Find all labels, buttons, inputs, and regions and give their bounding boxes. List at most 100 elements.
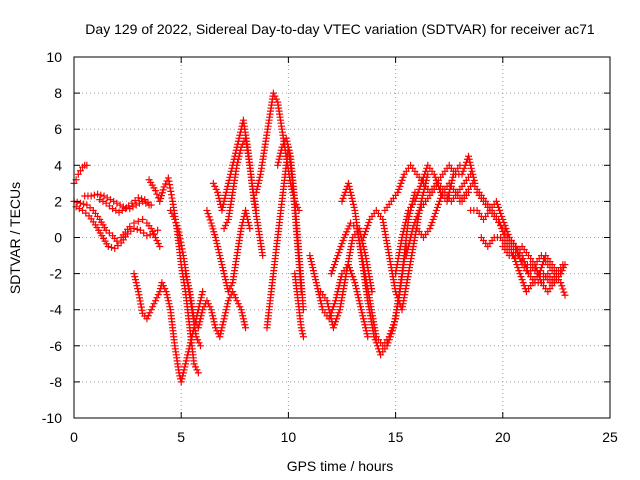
data-point-interp [275, 155, 283, 163]
data-point-interp [214, 246, 222, 254]
data-point-interp [272, 95, 280, 103]
data-point-interp [404, 246, 412, 254]
data-point [164, 174, 172, 182]
data-point-interp [166, 181, 174, 189]
data-point-interp [559, 285, 567, 293]
data-point [299, 333, 307, 341]
data-point-interp [309, 264, 317, 272]
data-marks [70, 89, 569, 386]
data-point-interp [219, 203, 227, 211]
data-point [181, 270, 189, 278]
data-point-interp [195, 339, 203, 347]
data-point [181, 360, 189, 368]
data-point-interp [348, 194, 356, 202]
data-point [233, 161, 241, 169]
data-point [392, 288, 400, 296]
data-point-interp [533, 267, 541, 275]
data-point-interp [232, 294, 240, 302]
data-point-interp [131, 276, 139, 284]
data-point-interp [133, 225, 141, 233]
data-point-interp [309, 267, 317, 275]
data-point-interp [90, 191, 98, 199]
data-point [344, 179, 352, 187]
data-point [561, 261, 569, 269]
data-point-interp [333, 315, 341, 323]
data-point [147, 201, 155, 209]
data-point [242, 324, 250, 332]
data-point [464, 152, 472, 160]
data-point-interp [355, 297, 363, 305]
data-point-interp [164, 297, 172, 305]
data-point-interp [222, 306, 230, 314]
data-point [518, 252, 526, 260]
data-point-interp [560, 288, 568, 296]
data-point-interp [403, 249, 411, 257]
data-point-interp [168, 209, 176, 217]
data-point-interp [205, 213, 213, 221]
y-tick-label: -4 [50, 302, 63, 318]
data-point-interp [335, 249, 343, 257]
data-point [364, 333, 372, 341]
data-point [394, 188, 402, 196]
data-point [235, 134, 243, 142]
data-point-interp [519, 279, 527, 287]
data-point [557, 270, 565, 278]
data-point-interp [335, 309, 343, 317]
data-point-interp [434, 200, 442, 208]
data-point [269, 89, 277, 97]
data-point [130, 270, 138, 278]
data-point [194, 369, 202, 377]
data-point-interp [137, 300, 145, 308]
data-point-interp [284, 143, 292, 151]
data-point-interp [313, 282, 321, 290]
data-point-interp [112, 206, 120, 214]
data-point-interp [210, 318, 218, 326]
data-point [156, 288, 164, 296]
data-point-interp [217, 258, 225, 266]
data-point [154, 226, 162, 234]
data-point-interp [217, 330, 225, 338]
data-point [432, 206, 440, 214]
data-point-interp [167, 187, 175, 195]
data-point-interp [327, 312, 335, 320]
data-point-interp [411, 218, 419, 226]
data-point [398, 234, 406, 241]
data-point-interp [284, 140, 292, 148]
data-point-interp [317, 300, 325, 308]
data-point-interp [431, 209, 439, 217]
y-tick-label: 2 [54, 193, 62, 209]
data-point-interp [177, 238, 185, 246]
data-point [297, 324, 305, 332]
data-point-interp [286, 149, 294, 157]
data-point-interp [165, 300, 173, 308]
data-point-interp [222, 309, 230, 317]
data-point [531, 261, 539, 269]
data-point-interp [209, 315, 217, 323]
data-point-interp [129, 203, 137, 211]
data-point-interp [184, 279, 192, 287]
data-point [402, 252, 410, 260]
data-point [220, 224, 228, 232]
data-point-interp [519, 255, 527, 263]
data-point-interp [191, 363, 199, 371]
data-point-interp [214, 243, 222, 251]
data-point [149, 230, 157, 238]
chart-title: Day 129 of 2022, Sidereal Day-to-day VTE… [85, 21, 595, 37]
data-point-interp [243, 212, 251, 220]
data-point [166, 206, 174, 214]
data-point-interp [427, 221, 435, 229]
data-point-interp [235, 152, 243, 160]
series-track-1 [70, 161, 91, 187]
data-point-interp [339, 237, 347, 245]
data-point [306, 252, 314, 260]
data-point [162, 288, 170, 296]
data-point-interp [339, 194, 347, 202]
data-point-interp [146, 309, 154, 317]
data-point-interp [468, 167, 476, 175]
data-point-interp [256, 173, 264, 181]
series-track-10 [203, 206, 254, 296]
data-point-interp [404, 209, 412, 217]
data-point-interp [459, 167, 467, 175]
data-point-interp [131, 273, 139, 281]
data-point [199, 306, 207, 314]
